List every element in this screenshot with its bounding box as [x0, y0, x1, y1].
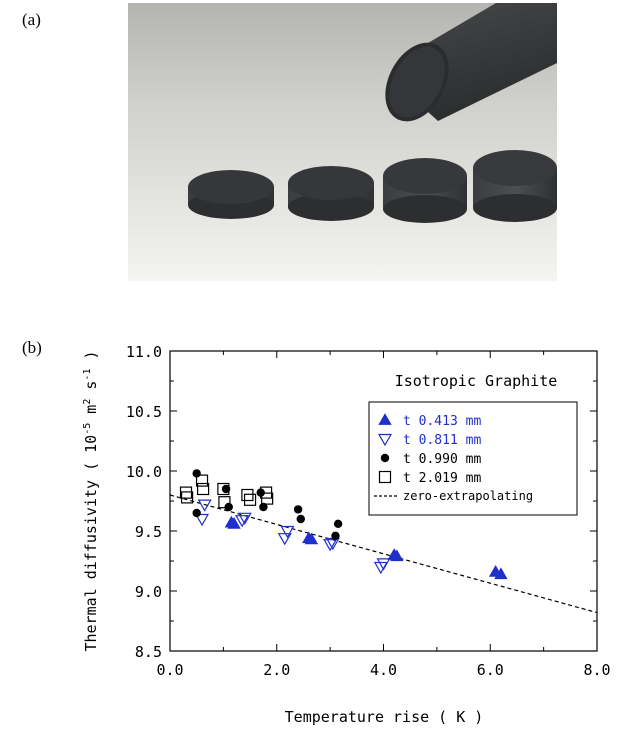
data-point-series-3 [293, 505, 303, 514]
legend-marker [380, 453, 390, 463]
graphite-disk-4 [473, 150, 557, 222]
data-point-series-2 [197, 499, 212, 512]
panel-b-label: (b) [22, 338, 42, 357]
data-point-series-2 [280, 525, 295, 539]
data-point-series-3 [331, 531, 340, 540]
legend-label: t 0.990 mm [403, 452, 481, 467]
zero-extrapolating-line [169, 494, 598, 614]
chart-title: Isotropic Graphite [395, 372, 558, 390]
y-axis-ticks: 8.5 9.0 9.5 10.0 10.5 11.0 [126, 343, 597, 661]
legend-marker [377, 433, 393, 447]
x-axis-ticks: 0.0 2.0 4.0 6.0 8.0 [156, 351, 611, 679]
data-point-series-4 [179, 486, 193, 499]
data-point-series-3 [192, 508, 201, 518]
data-points [179, 469, 508, 580]
data-point-series-4 [261, 492, 274, 505]
data-point-series-2 [277, 533, 292, 546]
y-tick-label: 9.0 [135, 583, 162, 601]
x-tick-label: 4.0 [370, 661, 397, 679]
data-point-series-3 [296, 514, 305, 524]
legend-label: t 0.413 mm [403, 414, 481, 429]
data-point-series-1 [227, 516, 241, 529]
data-point-series-3 [259, 502, 268, 512]
data-point-series-2 [323, 539, 338, 552]
panel-a-label: (a) [22, 10, 41, 29]
data-point-series-2 [237, 512, 252, 526]
data-point-series-4 [241, 488, 254, 502]
x-tick-label: 8.0 [583, 661, 610, 679]
data-point-series-4 [195, 474, 209, 487]
data-point-series-3 [221, 484, 231, 494]
fit-line [169, 494, 598, 614]
legend-label: t 0.811 mm [403, 433, 481, 448]
data-point-series-2 [194, 513, 210, 527]
legend-label: t 2.019 mm [403, 471, 481, 486]
x-tick-label: 0.0 [156, 661, 183, 679]
legend-marker [378, 413, 392, 425]
data-point-series-4 [218, 496, 231, 509]
data-point-series-4 [243, 493, 257, 506]
legend-box [368, 401, 578, 516]
y-tick-label: 8.5 [135, 643, 162, 661]
graphite-disk-1 [188, 170, 274, 219]
data-point-series-4 [180, 491, 194, 504]
legend-label: zero-extrapolating [403, 489, 533, 503]
data-point-series-1 [304, 532, 319, 545]
y-tick-label: 9.5 [135, 523, 162, 541]
y-tick-label: 10.5 [126, 403, 162, 421]
graphite-samples-photo [128, 0, 598, 281]
y-tick-label: 10.0 [126, 463, 162, 481]
legend: t 0.413 mm t 0.811 mm t 0.990 mm t 2.019 mm… [368, 401, 578, 516]
y-axis-label: Thermal diffusivity ( 10-5 m2 s-1 ) [82, 350, 100, 651]
legend-marker [378, 470, 392, 484]
data-point-series-3 [333, 519, 343, 528]
x-axis-label: Temperature rise ( K ) [285, 708, 484, 726]
data-point-series-4 [217, 482, 230, 496]
data-point-series-2 [235, 515, 250, 528]
x-tick-label: 6.0 [477, 661, 504, 679]
x-tick-label: 2.0 [263, 661, 290, 679]
y-tick-label: 11.0 [126, 343, 162, 361]
thermal-diffusivity-chart: 0.0 2.0 4.0 6.0 8.0 8.5 9.0 9.5 10.0 10.5 11.0 Is… [0, 330, 621, 728]
graphite-disk-2 [288, 166, 374, 221]
data-point-series-1 [494, 567, 508, 580]
data-point-series-2 [376, 558, 391, 571]
graphite-disk-3 [383, 158, 467, 223]
graphite-rod [385, 0, 598, 122]
data-point-series-1 [390, 549, 404, 562]
data-point-series-4 [196, 482, 210, 496]
data-point-series-3 [224, 502, 233, 512]
